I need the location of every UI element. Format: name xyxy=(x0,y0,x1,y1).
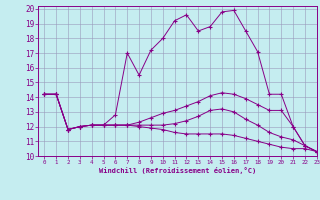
X-axis label: Windchill (Refroidissement éolien,°C): Windchill (Refroidissement éolien,°C) xyxy=(99,167,256,174)
